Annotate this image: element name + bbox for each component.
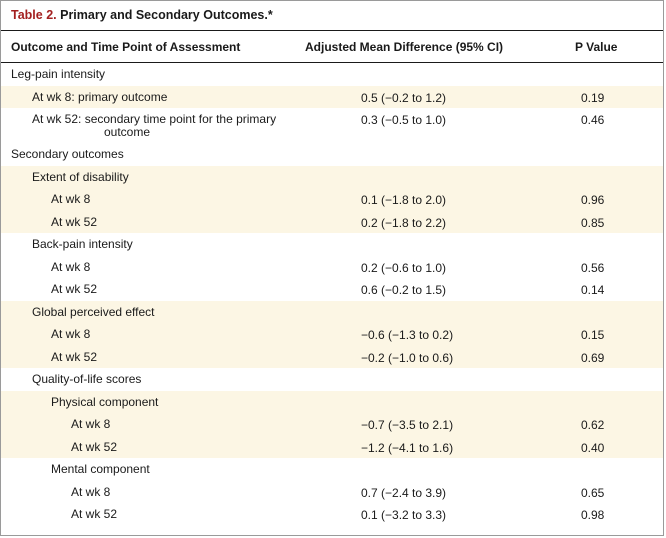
table-row: At wk 52 0.6 (−0.2 to 1.5) 0.14: [1, 278, 663, 301]
table-row: At wk 8 −0.6 (−1.3 to 0.2) 0.15: [1, 323, 663, 346]
table-header-row: Outcome and Time Point of Assessment Adj…: [1, 31, 663, 63]
table-row-subsection: Mental component: [1, 458, 663, 481]
row-label: At wk 52: [71, 507, 118, 521]
row-difference: −1.2 (−4.1 to 1.6): [361, 440, 454, 455]
row-label: Leg-pain intensity: [11, 67, 106, 81]
table-row: At wk 52 −0.2 (−1.0 to 0.6) 0.69: [1, 345, 663, 368]
row-label: At wk 52: [51, 282, 98, 296]
table-row-subsection: Extent of disability: [1, 165, 663, 188]
header-adjusted-mean-difference: Adjusted Mean Difference (95% CI): [305, 40, 504, 54]
table-row-section: Leg-pain intensity: [1, 63, 663, 86]
header-outcome: Outcome and Time Point of Assessment: [11, 40, 241, 54]
row-difference: 0.2 (−1.8 to 2.2): [361, 215, 447, 230]
row-difference: 0.6 (−0.2 to 1.5): [361, 283, 447, 297]
row-p-value: 0.15: [581, 328, 605, 342]
row-label: Global perceived effect: [32, 304, 155, 319]
table-row-subsection: Quality-of-life scores: [1, 368, 663, 391]
row-label: Physical component: [51, 394, 159, 409]
row-difference: 0.5 (−0.2 to 1.2): [361, 90, 447, 105]
row-p-value: 0.46: [581, 113, 605, 127]
table-title: Table 2. Primary and Secondary Outcomes.…: [1, 1, 663, 31]
row-label: Back-pain intensity: [32, 237, 133, 251]
table-row: At wk 8 0.1 (−1.8 to 2.0) 0.96: [1, 188, 663, 211]
row-difference: −0.6 (−1.3 to 0.2): [361, 328, 454, 342]
row-difference: 0.3 (−0.5 to 1.0): [361, 113, 447, 127]
table-number: Table 2.: [11, 8, 57, 22]
row-label: Extent of disability: [32, 169, 129, 184]
table-row-section: Secondary outcomes: [1, 143, 663, 166]
row-label-continued: outcome: [104, 125, 151, 139]
row-p-value: 0.56: [581, 260, 605, 275]
row-label: Mental component: [51, 462, 150, 476]
row-label: At wk 8: [51, 259, 91, 274]
table-caption: Primary and Secondary Outcomes.*: [60, 8, 273, 22]
table-row: At wk 8 −0.7 (−3.5 to 2.1) 0.62: [1, 413, 663, 436]
row-difference: −0.2 (−1.0 to 0.6): [361, 350, 454, 365]
table-row: At wk 52 0.1 (−3.2 to 3.3) 0.98: [1, 503, 663, 526]
row-label: Quality-of-life scores: [32, 372, 142, 386]
table-row: At wk 52: secondary time point for the p…: [1, 108, 663, 143]
table-row: At wk 8: primary outcome 0.5 (−0.2 to 1.…: [1, 85, 663, 108]
row-label: At wk 52: [71, 439, 118, 454]
row-label: Secondary outcomes: [11, 147, 124, 161]
table-row-subsection: Physical component: [1, 390, 663, 413]
row-p-value: 0.14: [581, 283, 605, 297]
table-row-subsection: Back-pain intensity: [1, 233, 663, 256]
row-label: At wk 8: [71, 484, 111, 499]
row-p-value: 0.40: [581, 440, 605, 455]
row-p-value: 0.85: [581, 215, 605, 230]
table-row-subsection: Global perceived effect: [1, 300, 663, 323]
row-p-value: 0.69: [581, 350, 605, 365]
row-label: At wk 8: primary outcome: [32, 89, 168, 104]
row-label: At wk 52: [51, 214, 98, 229]
row-label: At wk 8: [51, 192, 91, 206]
row-p-value: 0.62: [581, 418, 605, 432]
row-difference: 0.2 (−0.6 to 1.0): [361, 260, 447, 275]
row-label-wrapped: At wk 52: secondary time point for the p…: [32, 113, 276, 139]
table-row: At wk 52 −1.2 (−4.1 to 1.6) 0.40: [1, 435, 663, 458]
row-label: At wk 52: [51, 349, 98, 364]
row-label: At wk 8: [51, 327, 91, 341]
row-difference: 0.1 (−1.8 to 2.0): [361, 193, 447, 207]
table-row: At wk 8 0.7 (−2.4 to 3.9) 0.65: [1, 481, 663, 504]
row-label: At wk 8: [71, 417, 111, 431]
row-label: At wk 52: secondary time point for the p…: [32, 112, 277, 126]
row-p-value: 0.65: [581, 485, 605, 500]
table-row: At wk 8 0.2 (−0.6 to 1.0) 0.56: [1, 256, 663, 279]
row-difference: 0.1 (−3.2 to 3.3): [361, 508, 447, 522]
row-p-value: 0.98: [581, 508, 605, 522]
row-difference: 0.7 (−2.4 to 3.9): [361, 485, 447, 500]
header-p-value: P Value: [575, 40, 618, 54]
row-difference: −0.7 (−3.5 to 2.1): [361, 418, 454, 432]
row-p-value: 0.19: [581, 90, 605, 105]
row-p-value: 0.96: [581, 193, 605, 207]
table-row: At wk 52 0.2 (−1.8 to 2.2) 0.85: [1, 210, 663, 233]
